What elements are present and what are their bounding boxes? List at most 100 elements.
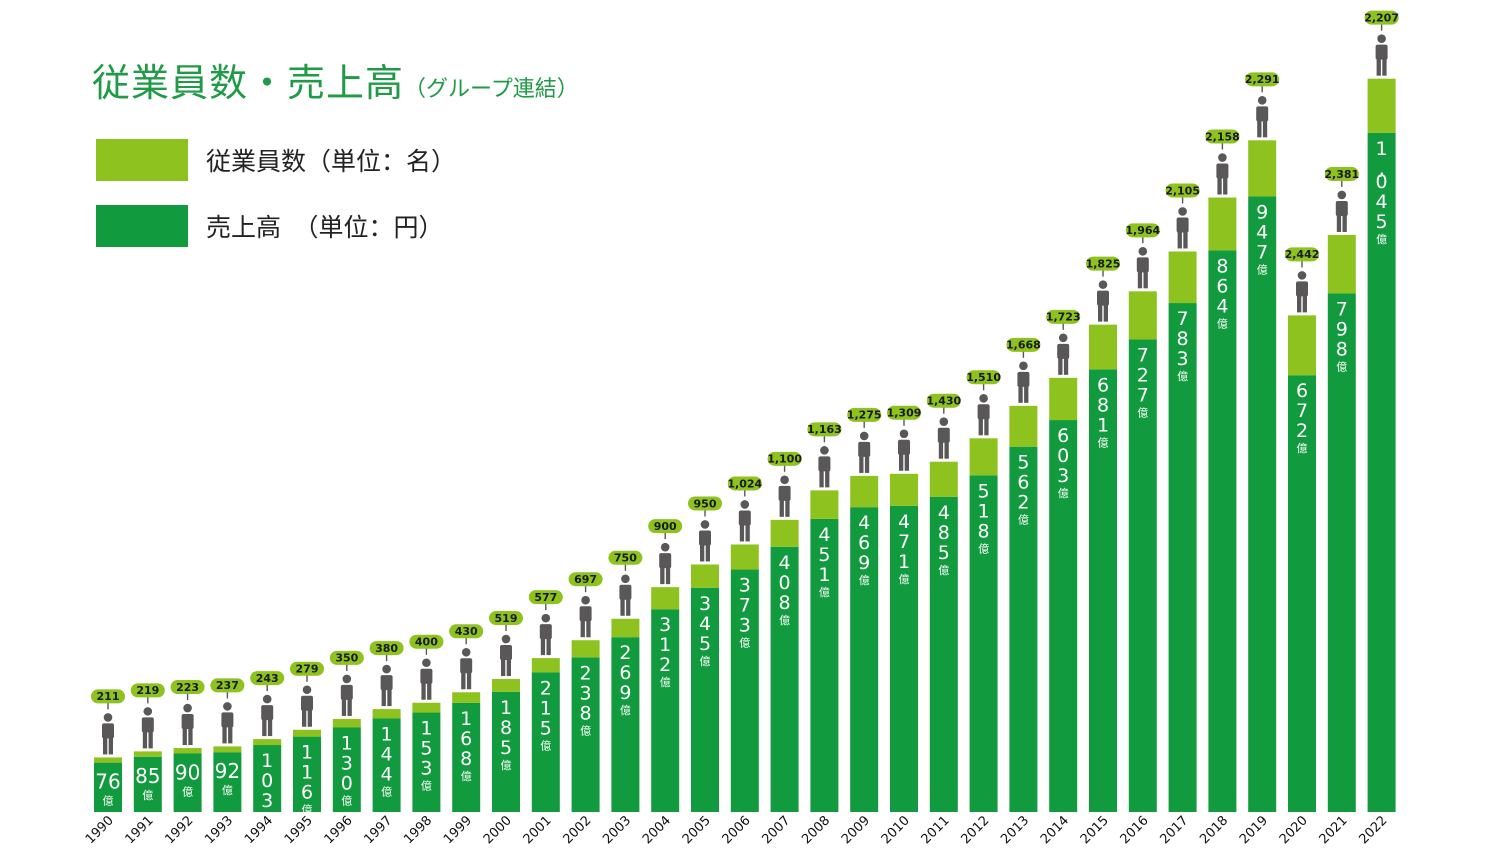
person-icon (1057, 343, 1070, 359)
employee-label-pill (409, 634, 444, 649)
year-tick-label: 2007 (759, 813, 793, 847)
sales-bar (173, 753, 202, 812)
sales-unit-label: 億 (580, 724, 591, 737)
person-icon (820, 446, 829, 455)
person-icon (1376, 58, 1381, 76)
person-icon (785, 499, 790, 517)
person-icon (819, 470, 824, 488)
employee-count-label: 2,291 (1245, 73, 1280, 86)
employee-count-label: 750 (614, 552, 637, 565)
year-tick-label: 1993 (202, 813, 236, 847)
year-tick-label: 2021 (1317, 813, 1351, 847)
sales-bar (1128, 339, 1157, 812)
employee-count-label: 279 (296, 663, 319, 676)
person-icon (738, 510, 751, 526)
person-icon (659, 553, 672, 569)
employees-bar (850, 475, 879, 508)
employee-count-label: 380 (375, 642, 398, 655)
employees-bar (94, 757, 122, 763)
employees-bar (412, 702, 441, 713)
employee-count-label: 1,964 (1125, 224, 1160, 237)
sales-unit-label: 億 (620, 704, 631, 717)
year-tick-label: 2001 (521, 813, 555, 847)
year-tick-label: 2009 (839, 813, 873, 847)
sales-bar (492, 691, 520, 812)
person-icon (222, 726, 227, 744)
sales-bar (890, 505, 918, 812)
year-tick-label: 2012 (958, 813, 992, 847)
employees-bar (531, 658, 560, 673)
person-icon (501, 634, 511, 644)
employee-label-pill (489, 611, 523, 626)
sales-bar (452, 702, 481, 812)
employees-bar (1168, 251, 1197, 304)
person-icon (1137, 271, 1143, 289)
person-icon (1138, 247, 1148, 256)
person-icon (979, 394, 988, 403)
sales-unit-label: 億 (222, 784, 233, 797)
sales-bar (133, 756, 162, 812)
sales-bar (1327, 293, 1356, 812)
person-icon (984, 418, 989, 436)
sales-unit-label: 億 (739, 637, 750, 650)
sales-value-label: 92 (215, 759, 240, 783)
employees-bar (611, 618, 640, 638)
employees-bar (1128, 291, 1157, 340)
person-icon (621, 574, 630, 584)
person-icon (619, 584, 632, 600)
sales-unit-label: 億 (501, 759, 512, 772)
person-icon (580, 620, 585, 638)
employee-count-label: 1,275 (847, 409, 882, 422)
person-icon (1336, 214, 1342, 232)
year-tick-label: 2003 (600, 813, 634, 847)
employee-count-label: 219 (136, 684, 159, 697)
person-icon (302, 685, 312, 695)
sales-bar (969, 475, 998, 812)
year-tick-label: 1999 (441, 813, 475, 847)
person-icon (1256, 106, 1269, 122)
employee-label-pill (727, 476, 762, 491)
employee-count-label: 237 (216, 679, 239, 692)
year-tick-label: 2016 (1118, 813, 1152, 847)
sales-value-label: 85 (135, 764, 160, 788)
employees-bar (810, 490, 839, 519)
employees-bar (691, 564, 719, 588)
employees-bar (452, 692, 481, 703)
chart-title-sub: （グループ連結） (404, 77, 579, 102)
employees-bar (969, 438, 998, 476)
employees-bar (332, 718, 361, 728)
person-icon (1018, 385, 1023, 403)
person-icon (381, 689, 386, 707)
sales-bar (1208, 250, 1237, 812)
person-icon (546, 638, 551, 656)
person-icon (1297, 271, 1307, 280)
sales-bar (1089, 369, 1117, 812)
person-icon (1017, 371, 1030, 387)
employee-label-pill (608, 550, 643, 565)
employees-bar (1248, 140, 1277, 197)
employee-label-pill (1245, 72, 1280, 87)
person-icon (904, 453, 909, 471)
employees-bar (890, 473, 918, 506)
person-icon (181, 714, 194, 730)
person-icon (1063, 357, 1069, 375)
employee-label-pill (250, 671, 285, 686)
person-icon (223, 702, 232, 711)
person-icon (461, 647, 471, 657)
employees-bar (1089, 324, 1117, 370)
person-icon (500, 645, 512, 661)
year-tick-label: 1998 (401, 813, 435, 847)
person-icon (141, 717, 154, 733)
person-icon (1302, 295, 1307, 313)
person-icon (944, 441, 949, 459)
person-icon (740, 500, 750, 509)
employee-count-label: 243 (256, 672, 279, 685)
person-icon (818, 456, 831, 472)
year-tick-label: 1996 (322, 813, 356, 847)
sales-unit-label: 億 (1257, 263, 1268, 276)
